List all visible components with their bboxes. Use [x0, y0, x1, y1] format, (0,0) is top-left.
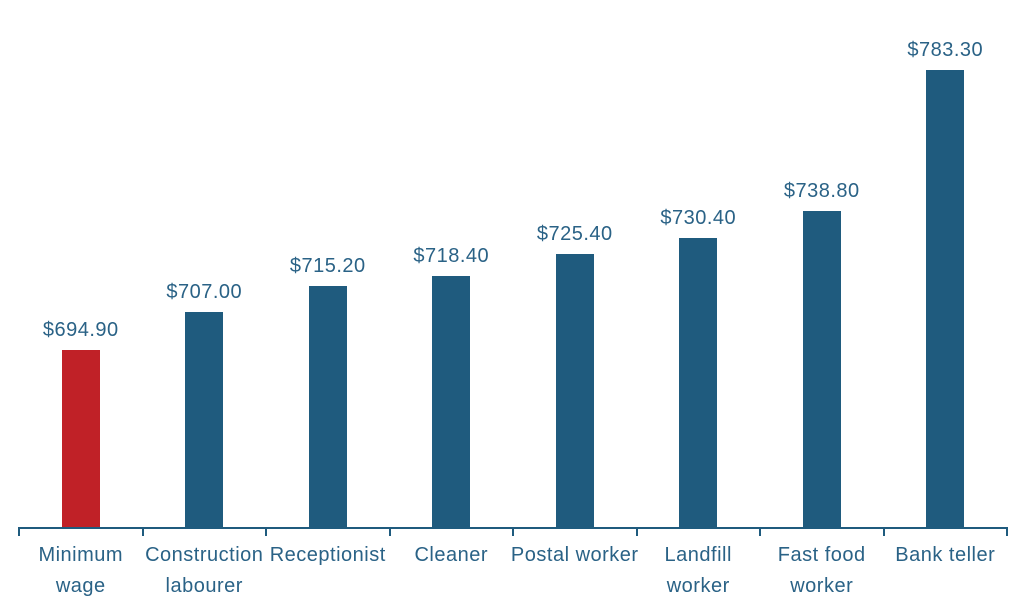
value-label: $730.40: [660, 206, 737, 229]
bar-bank-teller: [926, 70, 965, 527]
bar-receptionist: [308, 285, 347, 527]
value-label: $718.40: [413, 244, 490, 267]
x-axis-tick: [759, 527, 761, 536]
category-label-line: Construction: [145, 544, 264, 566]
x-axis-tick: [635, 527, 638, 536]
x-axis-tick: [265, 527, 267, 536]
bar-fast-food-worker: [802, 211, 841, 527]
bar-postal-worker: [555, 253, 594, 527]
value-label: $738.80: [783, 180, 860, 203]
category-label: Bank teller: [878, 540, 1012, 571]
x-axis-tick: [512, 527, 514, 536]
category-label-line: Receptionist: [269, 544, 386, 566]
value-label: $707.00: [166, 280, 243, 303]
category-label-line: Landfill: [664, 544, 732, 566]
category-label: Cleaner: [384, 540, 518, 571]
category-label-line: wage: [55, 575, 106, 597]
category-label-line: worker: [790, 575, 854, 597]
category-label-line: Minimum: [38, 544, 124, 566]
bar-construction-labourer: [185, 311, 224, 527]
bar-cleaner: [432, 275, 471, 527]
value-label: $715.20: [289, 254, 366, 277]
category-label: Minimum wage: [14, 540, 148, 602]
category-label-line: worker: [666, 575, 730, 597]
x-axis-tick: [18, 527, 20, 536]
category-label: Postal worker: [508, 540, 642, 571]
value-label: $783.30: [907, 39, 984, 62]
bar-minimum-wage: [61, 350, 100, 527]
bar-landfill-worker: [679, 237, 718, 527]
category-label-line: Cleaner: [414, 544, 489, 566]
category-label: Fast food worker: [755, 540, 889, 602]
x-axis-tick: [1006, 527, 1008, 536]
category-label-line: Postal worker: [510, 544, 639, 566]
category-label-line: Fast food: [777, 544, 866, 566]
x-axis-tick: [882, 527, 885, 536]
category-label: Receptionist: [261, 540, 395, 571]
category-label-line: labourer: [165, 575, 243, 597]
category-label: Landfill worker: [631, 540, 765, 602]
x-axis-tick: [141, 527, 144, 536]
value-label: $725.40: [536, 222, 613, 245]
value-label: $694.90: [42, 319, 119, 342]
category-label-line: Bank teller: [895, 544, 996, 566]
category-label: Construction labourer: [137, 540, 271, 602]
x-axis-tick: [388, 527, 391, 536]
